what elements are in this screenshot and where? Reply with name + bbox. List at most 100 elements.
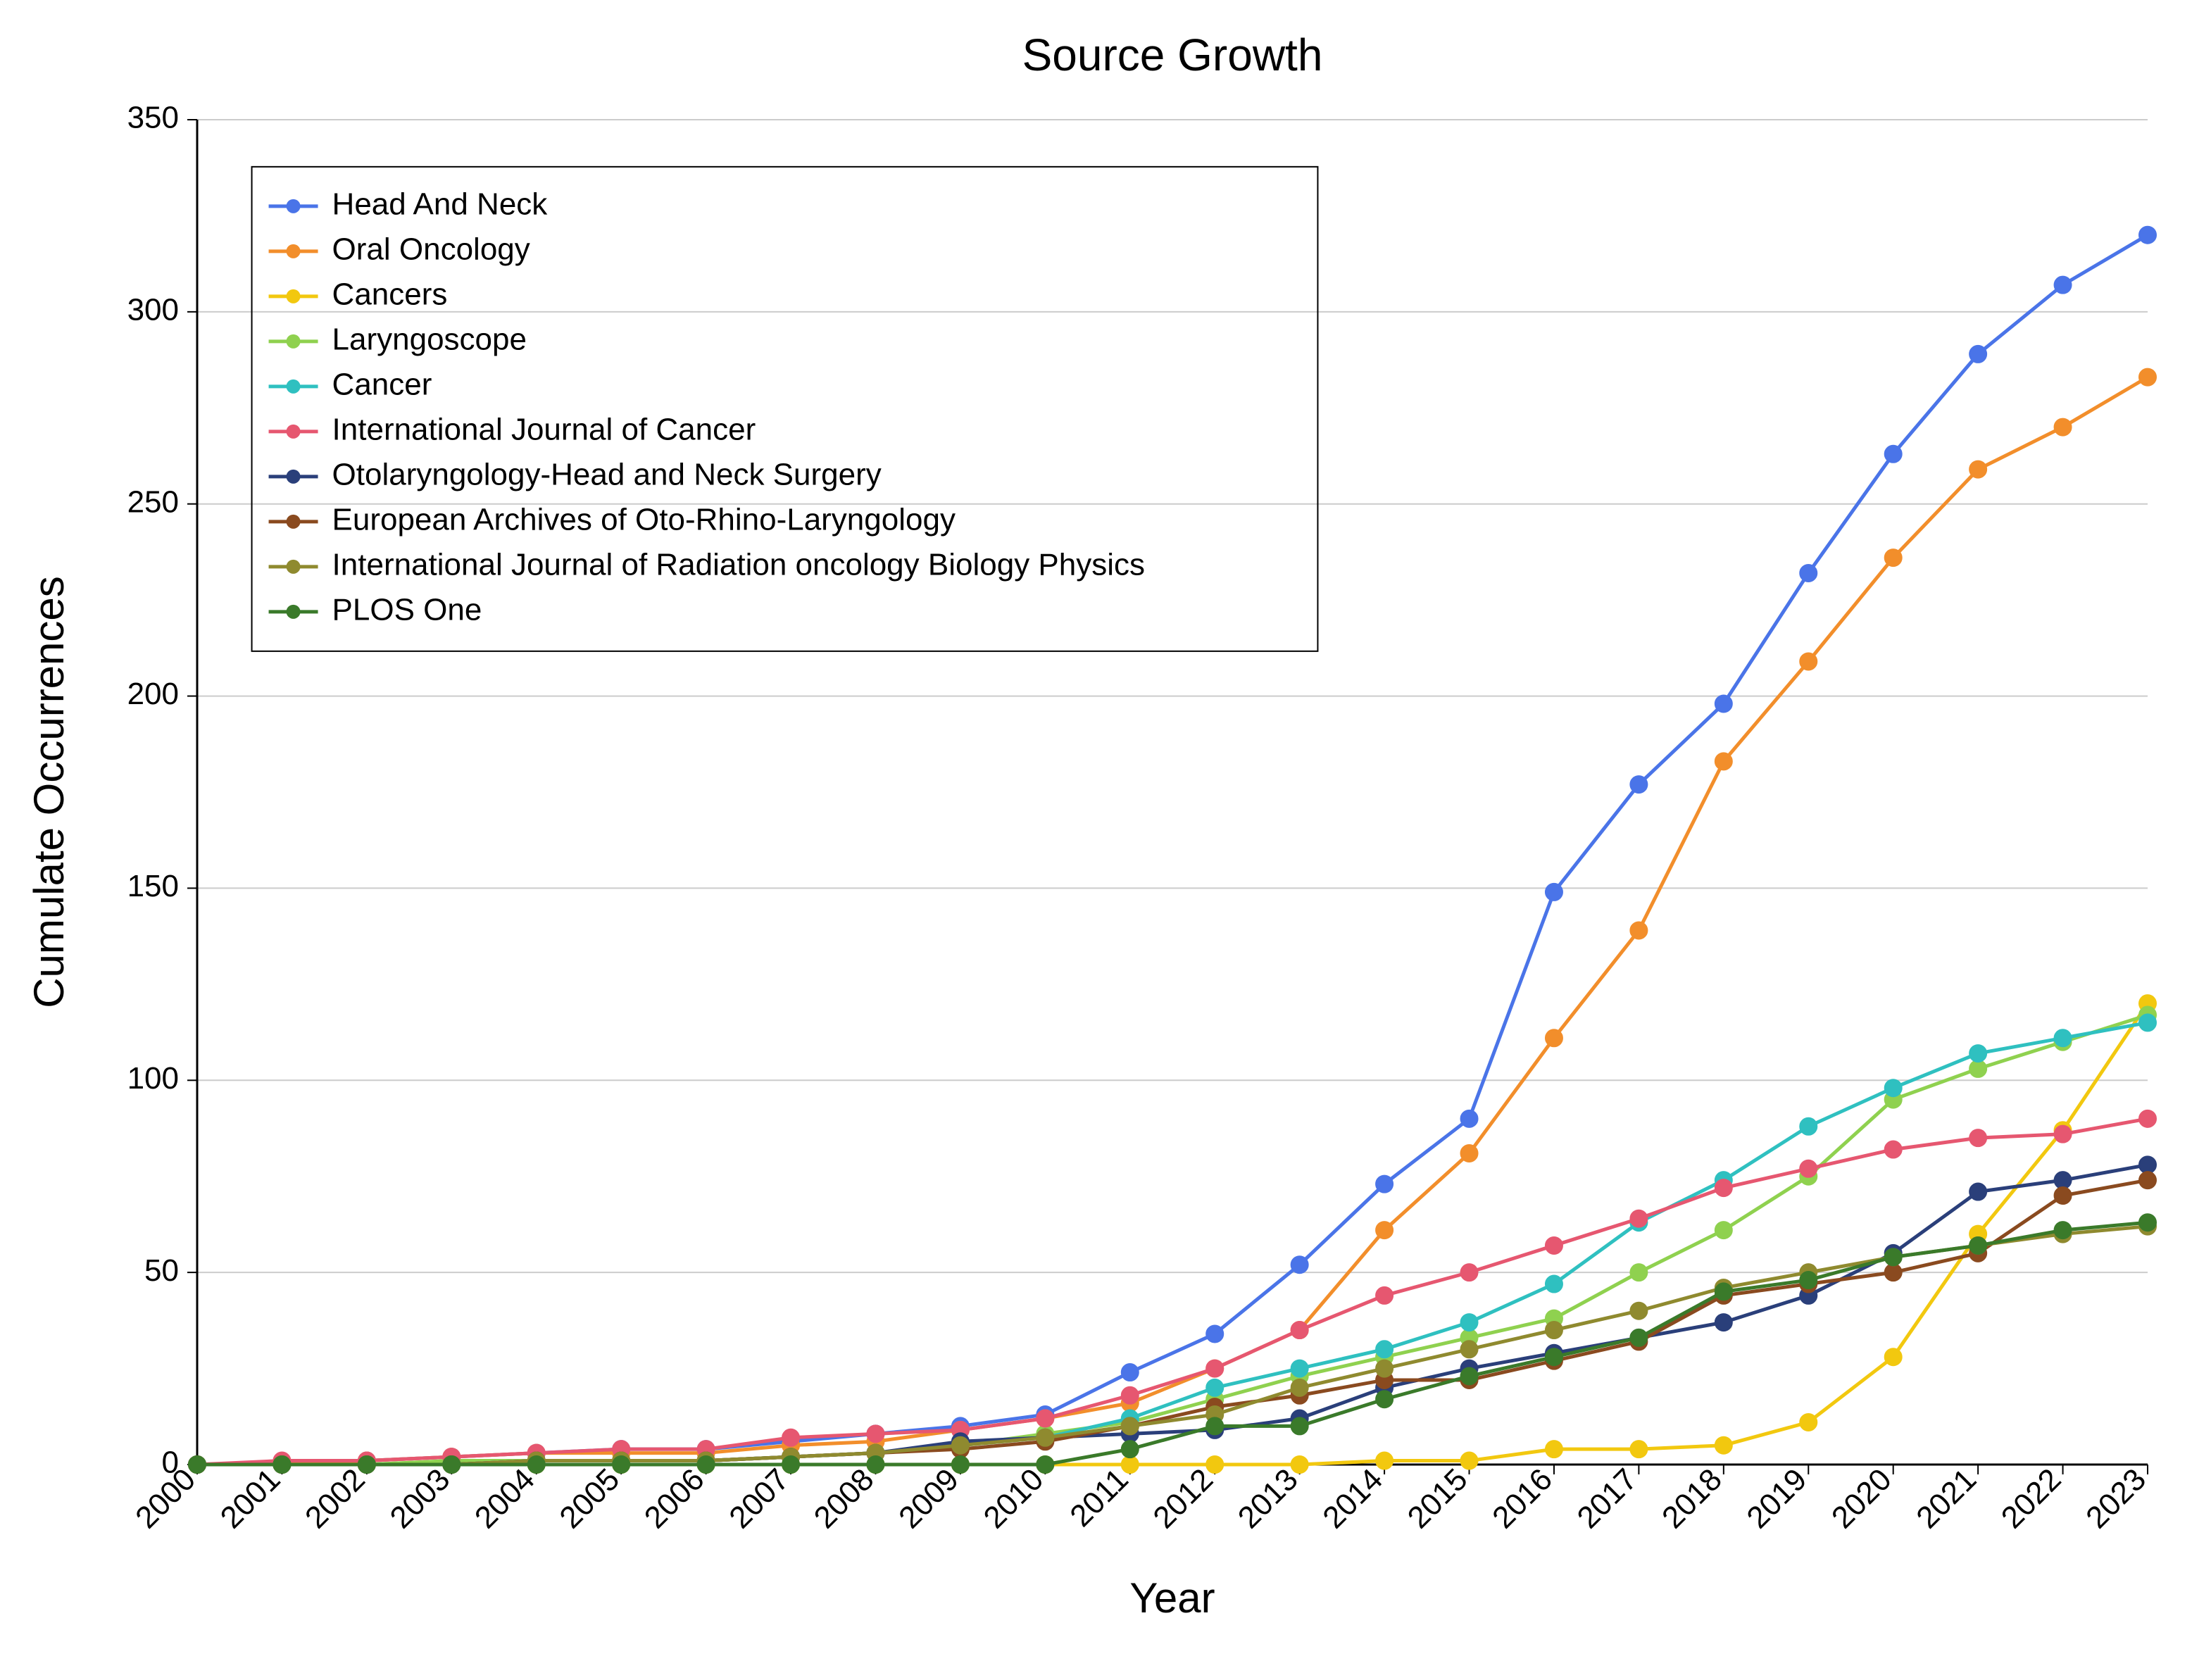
- series-marker: [1291, 1322, 1308, 1339]
- series-marker: [1036, 1456, 1053, 1473]
- series-marker: [1885, 1141, 1902, 1158]
- legend-marker: [287, 470, 301, 484]
- series-marker: [1715, 1222, 1732, 1239]
- series-marker: [1206, 1360, 1223, 1377]
- legend-label: Otolaryngology-Head and Neck Surgery: [332, 457, 882, 491]
- y-tick-label: 350: [127, 101, 179, 135]
- series-marker: [1715, 1179, 1732, 1196]
- series-marker: [1715, 753, 1732, 770]
- series-marker: [1376, 1453, 1393, 1469]
- series-marker: [1715, 1283, 1732, 1300]
- series-marker: [1036, 1429, 1053, 1446]
- chart-title: Source Growth: [1022, 30, 1323, 80]
- series-marker: [1461, 1367, 1478, 1384]
- y-tick-label: 200: [127, 677, 179, 711]
- series-marker: [2055, 1187, 2072, 1204]
- series-marker: [2139, 1214, 2156, 1231]
- series-marker: [1800, 1160, 1817, 1177]
- series-marker: [1376, 1287, 1393, 1304]
- series-marker: [1885, 1348, 1902, 1365]
- chart-container: 0501001502002503003502000200120022003200…: [0, 0, 2211, 1680]
- legend-marker: [287, 334, 301, 349]
- series-marker: [1376, 1391, 1393, 1408]
- series-marker: [1630, 1329, 1647, 1346]
- series-marker: [1122, 1364, 1139, 1381]
- series-marker: [189, 1456, 206, 1473]
- legend-marker: [287, 425, 301, 439]
- series-marker: [1206, 1325, 1223, 1342]
- series-marker: [1206, 1456, 1223, 1473]
- series-marker: [1885, 446, 1902, 463]
- series-marker: [1291, 1379, 1308, 1396]
- series-marker: [1969, 346, 1986, 363]
- series-marker: [1206, 1417, 1223, 1434]
- legend-marker: [287, 199, 301, 213]
- legend-label: Cancer: [332, 367, 432, 401]
- series-marker: [2055, 1222, 2072, 1239]
- series-marker: [1715, 1437, 1732, 1454]
- y-axis-label: Cumulate Occurrences: [25, 576, 73, 1008]
- series-marker: [1885, 1264, 1902, 1281]
- series-marker: [1461, 1264, 1478, 1281]
- series-marker: [273, 1456, 290, 1473]
- legend-label: Cancers: [332, 277, 448, 311]
- series-marker: [1800, 653, 1817, 670]
- y-tick-label: 50: [144, 1253, 179, 1288]
- series-marker: [2055, 277, 2072, 294]
- series-marker: [1546, 1441, 1562, 1458]
- legend-label: PLOS One: [332, 592, 482, 627]
- series-marker: [1461, 1314, 1478, 1331]
- series-marker: [698, 1456, 715, 1473]
- series-marker: [1969, 1237, 1986, 1254]
- series-marker: [443, 1456, 460, 1473]
- series-marker: [1376, 1176, 1393, 1193]
- series-marker: [1122, 1456, 1139, 1473]
- series-marker: [1969, 1184, 1986, 1201]
- series-marker: [1969, 1129, 1986, 1146]
- series-marker: [1630, 776, 1647, 793]
- series-marker: [1461, 1110, 1478, 1127]
- legend-marker: [287, 605, 301, 619]
- series-marker: [782, 1456, 799, 1473]
- series-marker: [1969, 1060, 1986, 1077]
- series-marker: [2139, 1110, 2156, 1127]
- series-marker: [2055, 419, 2072, 436]
- legend-label: European Archives of Oto-Rhino-Laryngolo…: [332, 502, 956, 537]
- series-marker: [867, 1425, 884, 1442]
- y-tick-label: 300: [127, 292, 179, 327]
- series-marker: [1630, 922, 1647, 939]
- series-marker: [1291, 1360, 1308, 1377]
- series-marker: [1546, 1029, 1562, 1046]
- series-marker: [1206, 1379, 1223, 1396]
- legend-label: Head And Neck: [332, 187, 549, 221]
- series-marker: [2055, 1172, 2072, 1189]
- series-marker: [1800, 1118, 1817, 1135]
- legend-label: Oral Oncology: [332, 232, 530, 266]
- chart-svg: 0501001502002503003502000200120022003200…: [0, 0, 2211, 1680]
- series-marker: [1376, 1341, 1393, 1358]
- series-marker: [1122, 1417, 1139, 1434]
- y-tick-label: 100: [127, 1061, 179, 1096]
- legend-label: International Journal of Cancer: [332, 412, 756, 446]
- series-marker: [1546, 1348, 1562, 1365]
- legend-marker: [287, 289, 301, 303]
- legend-marker: [287, 244, 301, 258]
- series-marker: [1630, 1210, 1647, 1227]
- series-marker: [1885, 1248, 1902, 1265]
- series-marker: [1630, 1264, 1647, 1281]
- series-marker: [1291, 1417, 1308, 1434]
- series-marker: [1291, 1256, 1308, 1273]
- legend-marker: [287, 515, 301, 529]
- legend-label: International Journal of Radiation oncol…: [332, 547, 1145, 582]
- y-tick-label: 250: [127, 484, 179, 519]
- series-marker: [1461, 1145, 1478, 1162]
- series-marker: [1461, 1453, 1478, 1469]
- series-marker: [1122, 1387, 1139, 1404]
- series-marker: [358, 1456, 375, 1473]
- series-marker: [952, 1456, 969, 1473]
- series-marker: [2055, 1126, 2072, 1143]
- series-marker: [2055, 1029, 2072, 1046]
- x-axis-label: Year: [1129, 1574, 1215, 1622]
- series-marker: [1546, 1322, 1562, 1339]
- series-marker: [867, 1456, 884, 1473]
